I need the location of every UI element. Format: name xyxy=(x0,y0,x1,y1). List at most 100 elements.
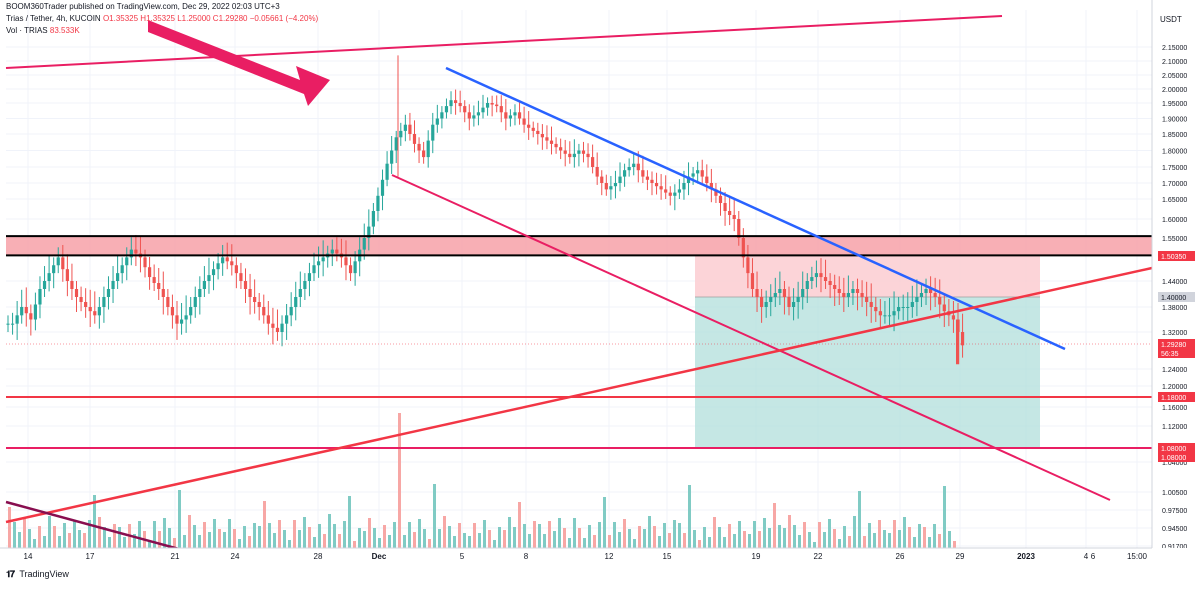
volume-bar xyxy=(58,536,61,548)
candle-body xyxy=(823,277,828,281)
volume-bar xyxy=(188,515,191,548)
candle-body xyxy=(919,293,924,297)
candle-body xyxy=(960,332,965,346)
volume-bar xyxy=(303,517,306,548)
candle-body xyxy=(10,323,15,325)
dark-falling-line xyxy=(5,500,191,554)
red-rising-line xyxy=(5,266,1153,524)
volume-bar xyxy=(638,526,641,548)
volume-bar xyxy=(53,526,56,548)
volume-bar xyxy=(398,413,401,548)
volume-bar xyxy=(23,519,26,548)
volume-bar xyxy=(633,539,636,548)
volume-bar xyxy=(133,534,136,548)
volume-bar xyxy=(488,530,491,548)
candle-body xyxy=(330,249,334,254)
candle-body xyxy=(709,183,713,190)
price-label-box xyxy=(1158,251,1195,261)
candle-body xyxy=(718,195,723,203)
volume-bar xyxy=(358,528,361,548)
price-label-text: 1.40000 xyxy=(1161,295,1186,302)
price-label-box xyxy=(1158,348,1195,358)
volume-bar xyxy=(113,524,116,548)
volume-bar xyxy=(373,528,376,548)
candle-body xyxy=(472,115,476,119)
candle-body xyxy=(458,103,462,107)
candle-body xyxy=(933,293,937,297)
volume-bar xyxy=(738,521,741,548)
time-tick-label: 17 xyxy=(86,552,95,561)
time-tick-label: 19 xyxy=(752,552,761,561)
time-tick-label: 15 xyxy=(663,552,672,561)
volume-bar xyxy=(603,497,606,548)
volume-bar xyxy=(628,529,631,548)
volume-bar xyxy=(68,533,71,548)
volume-bar xyxy=(433,484,436,548)
volume-bar xyxy=(933,524,936,548)
candle-body xyxy=(348,265,353,274)
candle-body xyxy=(47,273,51,281)
volume-bar xyxy=(428,539,431,548)
volume-bar xyxy=(823,532,826,548)
volume-bar xyxy=(293,520,296,548)
price-label-box xyxy=(1158,339,1195,349)
candle-body xyxy=(211,269,216,276)
publisher-line: BOOM360Trader published on TradingView.c… xyxy=(6,2,280,11)
candle-body xyxy=(152,277,156,283)
candle-body xyxy=(691,173,695,177)
time-tick-label: 2023 xyxy=(1017,552,1035,561)
candle-body xyxy=(906,307,910,308)
candle-body xyxy=(29,313,33,320)
volume-bar xyxy=(578,528,581,548)
candle-body xyxy=(285,315,289,324)
candle-body xyxy=(243,281,248,289)
volume-bar xyxy=(48,516,51,548)
volume-bar xyxy=(443,516,446,548)
candle-body xyxy=(928,289,933,293)
candle-body xyxy=(773,293,777,297)
volume-bar xyxy=(218,529,221,548)
price-tick-label: 1.32000 xyxy=(1162,330,1187,337)
volume-bar xyxy=(858,491,861,548)
volume-bar xyxy=(173,538,176,548)
candle-body xyxy=(855,289,860,293)
volume-bar xyxy=(458,523,461,548)
candle-body xyxy=(157,283,161,289)
volume-bar xyxy=(703,527,706,548)
candle-body xyxy=(129,249,133,258)
candle-body xyxy=(586,153,590,158)
volume-bar xyxy=(108,537,111,548)
candle-body xyxy=(417,143,421,151)
volume-bar xyxy=(118,527,121,548)
volume-value: 83.533K xyxy=(49,26,80,35)
volume-bar xyxy=(288,540,291,548)
candle-body xyxy=(636,163,640,171)
candle-body xyxy=(193,297,197,307)
candle-body xyxy=(147,267,152,278)
candle-body xyxy=(321,257,325,262)
volume-bar xyxy=(623,519,626,548)
volume-bar xyxy=(323,534,326,548)
volume-bar xyxy=(253,523,256,548)
price-tick-label: 1.24000 xyxy=(1162,367,1187,374)
volume-bar xyxy=(468,536,471,548)
volume-bar xyxy=(948,531,951,548)
volume-bar xyxy=(283,530,286,548)
price-tick-label: 0.97500 xyxy=(1162,508,1187,515)
drawings xyxy=(5,15,1153,554)
price-tick-label: 2.05000 xyxy=(1162,73,1187,80)
price-label-text: 1.08000 xyxy=(1161,455,1186,462)
volume-bar xyxy=(438,529,441,548)
candle-body xyxy=(120,265,124,274)
price-axis-unit: USDT xyxy=(1160,15,1182,24)
volume-bar xyxy=(493,540,496,548)
tradingview-logo[interactable]: 𝟏𝟕 TradingView xyxy=(6,569,69,580)
tradingview-mark-icon: 𝟏𝟕 xyxy=(6,569,15,579)
volume-bar xyxy=(533,521,536,548)
candle-body xyxy=(202,281,206,289)
candle-body xyxy=(828,281,832,285)
volume-bar xyxy=(883,530,886,548)
volume-bar xyxy=(748,534,751,548)
volume-bar xyxy=(778,525,781,548)
